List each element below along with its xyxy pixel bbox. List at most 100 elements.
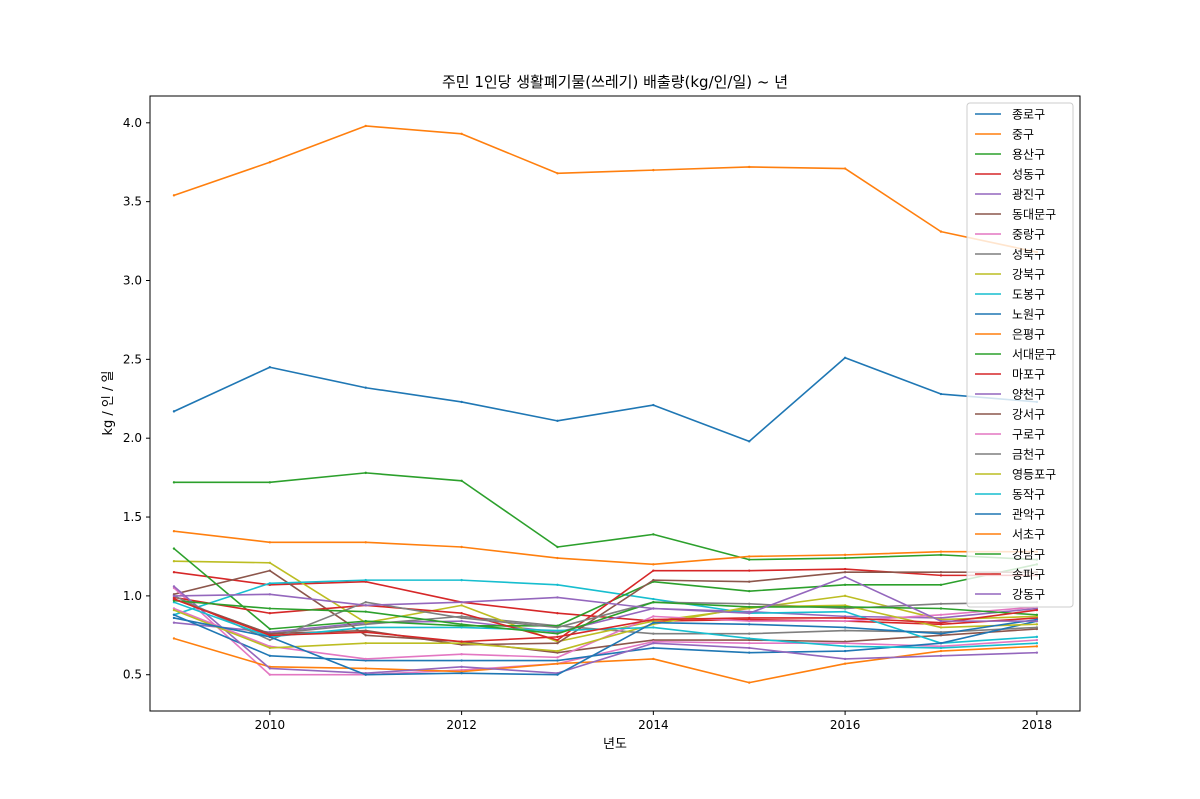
plot-frame: [149, 95, 1081, 712]
data-point-12-10: [1035, 645, 1039, 648]
legend-label: 도봉구: [1012, 288, 1045, 302]
data-point-22-5: [556, 556, 559, 560]
legend-label: 용산구: [1012, 148, 1045, 162]
data-point-9-8: [843, 594, 847, 598]
y-axis: 0.5 1.0 1.5 2.0 2.5 3.0 3.5 4.0: [123, 116, 150, 682]
data-point-24-3: [364, 630, 367, 634]
series-line-6: [173, 569, 1038, 654]
legend-label: 마포구: [1012, 368, 1045, 382]
data-point-19-2: [268, 646, 272, 650]
legend-label: 중구: [1012, 128, 1034, 142]
legend-item: 관악구: [975, 508, 1045, 522]
data-point-5-4: [460, 619, 463, 623]
legend-label: 강북구: [1012, 268, 1045, 282]
data-point-3-3: [364, 471, 367, 475]
legend-label: 광진구: [1012, 188, 1045, 202]
data-point-20-4: [460, 626, 463, 629]
legend-item: 구로구: [975, 428, 1045, 442]
series-line-22: [173, 530, 1038, 566]
data-point-7-8: [843, 641, 847, 645]
x-tick-label: 2018: [1022, 718, 1053, 732]
data-point-15-2: [268, 667, 272, 670]
data-point-14-7: [748, 569, 751, 572]
data-point-3-1: [172, 481, 176, 484]
data-point-18-7: [748, 602, 751, 605]
data-point-1-8: [843, 356, 847, 359]
legend-label: 구로구: [1012, 428, 1045, 442]
data-point-9-1: [172, 559, 176, 563]
data-point-2-1: [172, 194, 176, 197]
y-tick-label: 3.5: [123, 195, 142, 209]
data-point-1-4: [460, 400, 463, 404]
legend-box: [966, 102, 1074, 608]
legend-label: 관악구: [1012, 508, 1045, 522]
data-point-23-8: [843, 605, 847, 609]
legend-label: 노원구: [1012, 308, 1045, 322]
data-point-16-8: [843, 571, 847, 574]
data-point-11-1: [172, 613, 176, 617]
data-point-14-4: [460, 612, 463, 615]
data-point-20-3: [364, 626, 367, 629]
plot-lines: [172, 124, 1039, 684]
data-point-21-4: [460, 671, 463, 675]
data-point-19-9: [939, 626, 943, 629]
data-point-17-4: [460, 653, 463, 656]
series-line-21: [173, 617, 1038, 676]
data-point-13-8: [843, 583, 847, 587]
data-point-24-7: [748, 616, 751, 620]
data-point-17-3: [364, 657, 367, 661]
chart-title: 주민 1인당 생활폐기물(쓰레기) 배출량(kg/인/일) ~ 년: [442, 73, 788, 91]
legend-item: 동작구: [975, 488, 1045, 502]
legend-label: 동작구: [1012, 488, 1045, 502]
data-point-16-9: [939, 571, 943, 574]
data-point-19-3: [364, 641, 367, 645]
legend-item: 동대문구: [975, 208, 1056, 222]
data-point-25-2: [268, 593, 272, 596]
data-point-25-8: [843, 575, 847, 579]
data-point-10-3: [364, 578, 367, 582]
y-tick-label: 4.0: [123, 116, 142, 130]
data-point-2-3: [364, 124, 367, 128]
data-point-11-4: [460, 659, 463, 662]
data-point-11-9: [939, 641, 943, 645]
data-point-14-5: [556, 638, 559, 642]
data-point-12-7: [748, 681, 751, 684]
data-point-3-7: [748, 558, 751, 561]
data-point-17-7: [748, 619, 751, 623]
legend-item: 광진구: [975, 188, 1045, 202]
data-point-18-5: [556, 626, 559, 629]
data-point-13-9: [939, 583, 943, 587]
series-line-25: [173, 576, 1038, 622]
series-line-2: [172, 125, 1038, 254]
data-point-22-1: [172, 530, 176, 533]
series-line-1: [172, 356, 1038, 443]
series-line-3: [173, 472, 1038, 561]
data-point-11-5: [556, 659, 559, 662]
series-line-24: [172, 598, 1038, 643]
data-point-1-1: [172, 410, 176, 413]
legend-item: 영등포구: [975, 468, 1056, 482]
data-point-24-5: [556, 635, 559, 639]
legend-label: 강동구: [1012, 588, 1045, 602]
data-point-23-6: [652, 600, 655, 604]
y-tick-label: 2.0: [123, 431, 142, 445]
data-point-19-1: [172, 608, 176, 612]
data-point-17-5: [556, 656, 559, 659]
data-point-24-2: [268, 634, 272, 637]
data-point-13-2: [268, 627, 272, 631]
legend-item: 마포구: [975, 368, 1045, 382]
data-point-15-4: [460, 665, 463, 669]
data-point-14-2: [268, 612, 272, 615]
legend-item: 서초구: [975, 528, 1045, 542]
legend-label: 양천구: [1012, 387, 1045, 402]
data-point-22-9: [939, 550, 943, 553]
data-point-10-10: [1035, 635, 1039, 639]
data-point-2-7: [748, 165, 751, 169]
data-point-17-8: [843, 619, 847, 623]
series-line-10: [172, 579, 1038, 644]
data-point-12-8: [843, 662, 847, 665]
data-point-10-4: [460, 578, 463, 582]
data-point-21-1: [172, 616, 176, 620]
data-point-15-7: [748, 646, 751, 650]
